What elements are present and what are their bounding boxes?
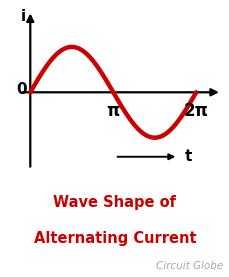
Text: t: t (184, 149, 191, 164)
Text: i: i (20, 9, 25, 24)
Text: 2π: 2π (183, 102, 208, 120)
Text: 0: 0 (16, 82, 27, 97)
Text: Alternating Current: Alternating Current (33, 231, 196, 246)
Text: Wave Shape of: Wave Shape of (53, 195, 176, 210)
Text: π: π (106, 102, 119, 120)
Text: Circuit Globe: Circuit Globe (155, 261, 222, 271)
